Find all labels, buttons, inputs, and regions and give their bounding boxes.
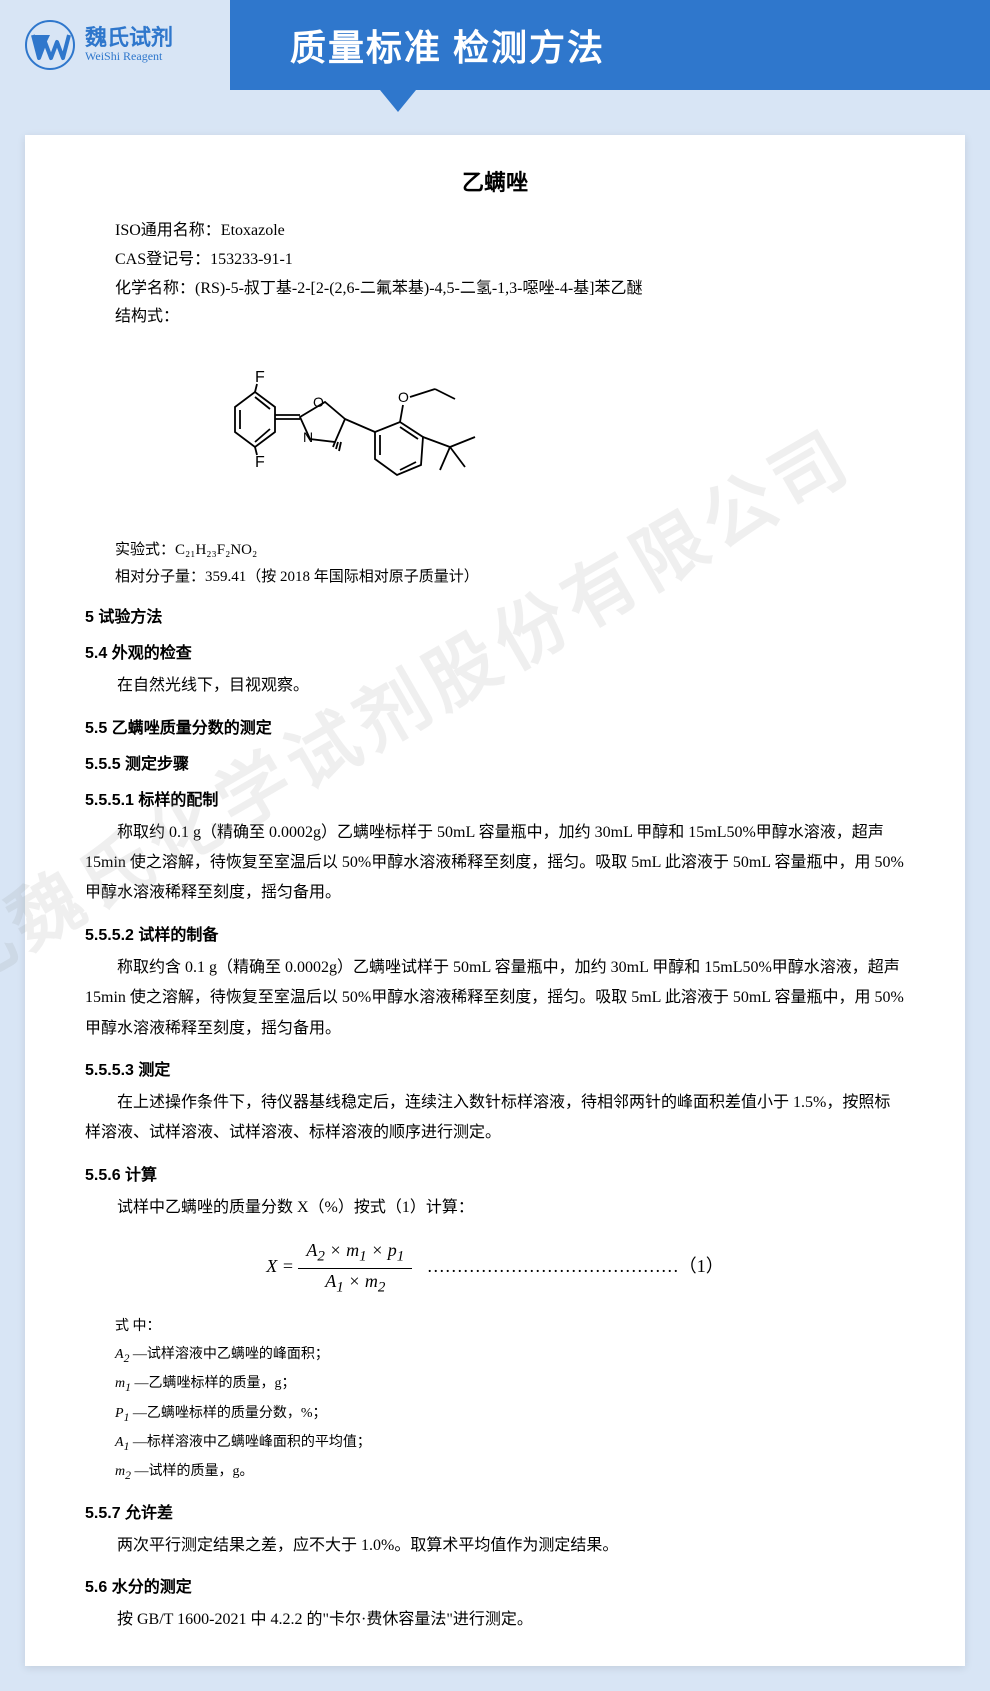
chem-line: 化学名称：(RS)-5-叔丁基-2-[2-(2,6-二氟苯基)-4,5-二氢-1… (115, 275, 905, 304)
formula-fraction: A2 × m1 × p1 A1 × m2 (298, 1238, 412, 1298)
def-m1: m1 —乙螨唑标样的质量，g； (115, 1370, 905, 1399)
formula-block: X = A2 × m1 × p1 A1 × m2 ……………………………………（… (85, 1238, 905, 1298)
chem-value: (RS)-5-叔丁基-2-[2-(2,6-二氟苯基)-4,5-二氢-1,3-噁唑… (195, 280, 642, 297)
iso-line: ISO通用名称：Etoxazole (115, 217, 905, 246)
formula-value: C₂₁H₂₃F₂NO₂ (175, 542, 257, 558)
def-a2: A2 —试样溶液中乙螨唑的峰面积； (115, 1341, 905, 1370)
section-5-5-5-3: 5.5.5.3 测定 (85, 1056, 905, 1080)
section-5-5-5-1: 5.5.5.1 标样的配制 (85, 786, 905, 810)
formula-label: 实验式： (115, 542, 175, 558)
section-5: 5 试验方法 (85, 603, 905, 627)
document-content: 湖北魏氏化学试剂股份有限公司 乙螨唑 ISO通用名称：Etoxazole CAS… (25, 135, 965, 1666)
section-5-5-5-1-text: 称取约 0.1 g（精确至 0.0002g）乙螨唑标样于 50mL 容量瓶中，加… (85, 818, 905, 909)
mw-line: 相对分子量：359.41（按 2018 年国际相对原子质量计） (115, 564, 905, 591)
section-5-5-5-2: 5.5.5.2 试样的制备 (85, 921, 905, 945)
empirical-line: 实验式：C₂₁H₂₃F₂NO₂ (115, 537, 905, 564)
section-5-5-5-3-text: 在上述操作条件下，待仪器基线稳定后，连续注入数针标样溶液，待相邻两针的峰面积差值… (85, 1088, 905, 1149)
logo-section: 魏氏试剂 WeiShi Reagent (0, 0, 230, 90)
defs-header: 式 中： (115, 1313, 905, 1341)
section-5-5-7-text: 两次平行测定结果之差，应不大于 1.0%。取算术平均值作为测定结果。 (85, 1531, 905, 1561)
section-5-4: 5.4 外观的检查 (85, 639, 905, 663)
logo-text: 魏氏试剂 WeiShi Reagent (85, 27, 173, 63)
page-header: 魏氏试剂 WeiShi Reagent 质量标准 检测方法 (0, 0, 990, 90)
section-5-5-5-2-text: 称取约含 0.1 g（精确至 0.0002g）乙螨唑试样于 50mL 容量瓶中，… (85, 953, 905, 1044)
formula-var: X = (266, 1256, 298, 1276)
def-m2: m2 —试样的质量，g。 (115, 1458, 905, 1487)
formula-numerator: A2 × m1 × p1 (298, 1238, 412, 1269)
iso-value: Etoxazole (221, 222, 285, 239)
section-5-6-text: 按 GB/T 1600-2021 中 4.2.2 的"卡尔·费休容量法"进行测定… (85, 1605, 905, 1635)
svg-text:N: N (303, 429, 313, 445)
molecule-icon: F F O N O (185, 347, 545, 517)
logo-text-cn: 魏氏试剂 (85, 27, 173, 49)
cas-label: CAS登记号： (115, 251, 210, 268)
struct-label: 结构式： (115, 303, 905, 332)
chemical-structure: F F O N O (185, 347, 905, 522)
section-5-4-text: 在自然光线下，目视观察。 (85, 671, 905, 701)
section-5-5-7: 5.5.7 允许差 (85, 1499, 905, 1523)
def-p1: P1 —乙螨唑标样的质量分数，%； (115, 1400, 905, 1429)
logo-text-en: WeiShi Reagent (85, 49, 173, 63)
svg-text:O: O (313, 394, 324, 410)
svg-text:O: O (398, 389, 409, 405)
section-5-5: 5.5 乙螨唑质量分数的测定 (85, 714, 905, 738)
cas-line: CAS登记号：153233-91-1 (115, 246, 905, 275)
section-5-5-5: 5.5.5 测定步骤 (85, 750, 905, 774)
def-a1: A1 —标样溶液中乙螨唑峰面积的平均值； (115, 1429, 905, 1458)
tab-marker-icon (380, 90, 416, 112)
formula-denominator: A1 × m2 (298, 1269, 412, 1299)
svg-text:F: F (255, 369, 265, 386)
mw-label: 相对分子量： (115, 569, 205, 585)
chem-label: 化学名称： (115, 280, 195, 297)
header-title: 质量标准 检测方法 (290, 19, 605, 71)
logo-icon (25, 20, 75, 70)
section-5-5-6-text: 试样中乙螨唑的质量分数 X（%）按式（1）计算： (85, 1193, 905, 1223)
section-5-6: 5.6 水分的测定 (85, 1573, 905, 1597)
svg-text:F: F (255, 454, 265, 471)
document-title: 乙螨唑 (85, 165, 905, 197)
iso-label: ISO通用名称： (115, 222, 221, 239)
formula-label: ……………………………………（1） (427, 1252, 724, 1278)
cas-value: 153233-91-1 (210, 251, 293, 268)
section-5-5-6: 5.5.6 计算 (85, 1161, 905, 1185)
mw-value: 359.41（按 2018 年国际相对原子质量计） (205, 569, 479, 585)
